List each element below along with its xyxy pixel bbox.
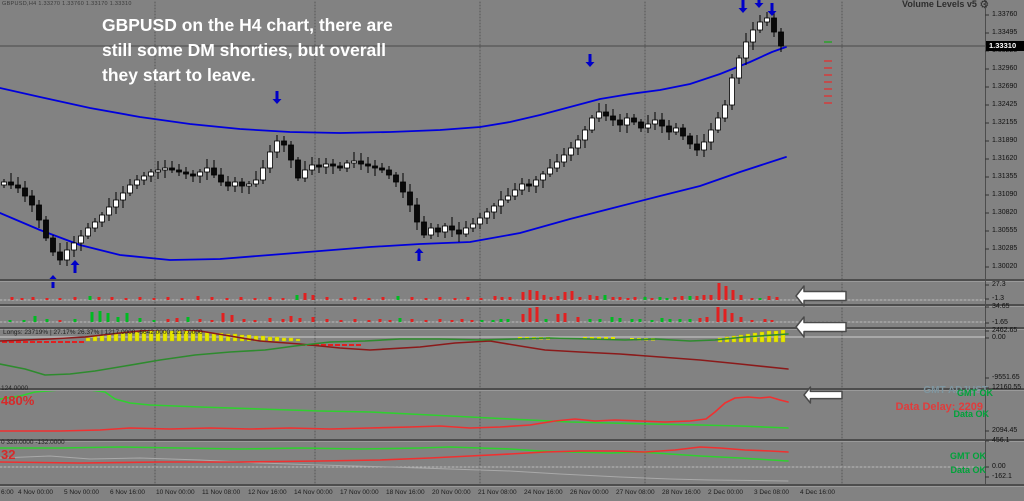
price-scale[interactable]: 1.337601.334951.332251.329601.326901.324… bbox=[985, 0, 1024, 485]
window-separators[interactable] bbox=[0, 279, 1024, 487]
price-tick-label: 1.31620 bbox=[992, 155, 1018, 162]
time-tick-label: 26 Nov 00:00 bbox=[570, 489, 609, 496]
grid-lines bbox=[154, 1, 843, 485]
price-tick-label: 1.31890 bbox=[992, 137, 1018, 144]
indicator-scale-label: -162.1 bbox=[992, 473, 1012, 480]
indicator-window-5[interactable] bbox=[0, 446, 986, 482]
price-tick-label: 1.31355 bbox=[992, 173, 1018, 180]
time-tick-label: 24 Nov 16:00 bbox=[524, 489, 563, 496]
time-tick-label: 17 Nov 00:00 bbox=[340, 489, 379, 496]
time-tick-label: 28 Nov 16:00 bbox=[662, 489, 701, 496]
main-chart-window[interactable] bbox=[0, 0, 986, 288]
indicator-window-3[interactable] bbox=[0, 328, 986, 376]
time-tick-label: 12 Nov 16:00 bbox=[248, 489, 287, 496]
price-tick-label: 1.33760 bbox=[992, 11, 1018, 18]
indicator-scale-label: -1.3 bbox=[992, 295, 1005, 302]
time-tick-label: 14 Nov 00:00 bbox=[294, 489, 333, 496]
indicator-scale-label: 34.65 bbox=[992, 303, 1010, 310]
indicator-scale-label: 0.00 bbox=[992, 463, 1006, 470]
indicator-scale-label: -1.65 bbox=[992, 319, 1008, 326]
time-tick-label: 10 Nov 00:00 bbox=[156, 489, 195, 496]
time-tick-label: 3 Dec 08:00 bbox=[754, 489, 790, 496]
price-tick-label: 1.31090 bbox=[992, 191, 1018, 198]
price-tick-label: 1.32155 bbox=[992, 119, 1018, 126]
time-tick-label: 27 Nov 08:00 bbox=[616, 489, 655, 496]
indicator-scale-label: 2094.45 bbox=[992, 427, 1018, 434]
price-tick-label: 1.30020 bbox=[992, 263, 1018, 270]
price-tick-label: 1.32690 bbox=[992, 83, 1018, 90]
indicator-scale-label: -9551.65 bbox=[992, 374, 1020, 381]
time-tick-label: 4 Nov 00:00 bbox=[18, 489, 54, 496]
time-tick-label: 6 Nov 16:00 bbox=[110, 489, 146, 496]
price-tick-label: 1.32960 bbox=[992, 65, 1018, 72]
time-tick-label: 2 Dec 00:00 bbox=[708, 489, 744, 496]
price-tick-label: 1.32425 bbox=[992, 101, 1018, 108]
indicator-scale-label: 0.00 bbox=[992, 334, 1006, 341]
indicator-scale-label: 456.1 bbox=[992, 437, 1010, 444]
left-arrow-marker bbox=[803, 386, 843, 404]
highlight-arrows bbox=[795, 285, 847, 404]
time-axis[interactable]: 6:00 4 Nov 00:00 5 Nov 00:00 6 Nov 16:00 10 … bbox=[0, 486, 1024, 501]
indicator-scale-label: 27.3 bbox=[992, 281, 1006, 288]
left-arrow-marker bbox=[795, 285, 847, 307]
time-tick-label: 4 Dec 16:00 bbox=[800, 489, 836, 496]
time-tick-label: 21 Nov 08:00 bbox=[478, 489, 517, 496]
time-tick-label: 11 Nov 08:00 bbox=[202, 489, 241, 496]
time-tick-label: 20 Nov 00:00 bbox=[432, 489, 471, 496]
time-tick-label: 18 Nov 16:00 bbox=[386, 489, 425, 496]
indicator-scale-label: 2462.65 bbox=[992, 327, 1018, 334]
price-tick-label: 1.33495 bbox=[992, 29, 1018, 36]
time-tick-label: 6:00 bbox=[1, 489, 14, 496]
price-tick-label: 1.30285 bbox=[992, 245, 1018, 252]
indicator-scale-label: 12160.55 bbox=[992, 384, 1022, 391]
left-arrow-marker bbox=[795, 316, 847, 338]
time-tick-label: 5 Nov 00:00 bbox=[64, 489, 100, 496]
current-price-badge: 1.33310 bbox=[986, 41, 1024, 51]
price-tick-label: 1.30820 bbox=[992, 209, 1018, 216]
price-tick-label: 1.30555 bbox=[992, 227, 1018, 234]
